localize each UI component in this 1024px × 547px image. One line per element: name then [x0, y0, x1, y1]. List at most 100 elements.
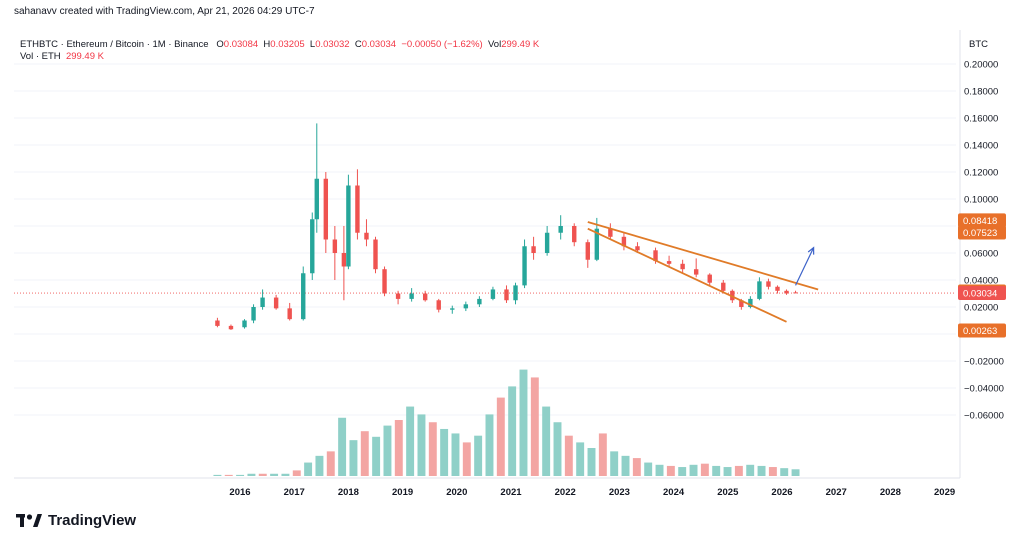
candle-body: [228, 325, 234, 330]
volume-bar: [689, 464, 698, 476]
grid-lines: [14, 30, 961, 479]
candle-body: [513, 285, 518, 301]
ohlc-legend: ETHBTC · Ethereum / Bitcoin · 1M · Binan…: [20, 39, 539, 50]
candle-body: [422, 293, 428, 301]
volume-bar: [281, 473, 290, 476]
volume-bar: [258, 473, 267, 476]
volume-bar: [678, 467, 687, 476]
candle-body: [490, 289, 496, 299]
price-badge-label: 0.08418: [963, 216, 997, 227]
candle-body: [721, 282, 726, 291]
price-tick-label: 0.12000: [964, 168, 998, 179]
candle-body: [504, 289, 509, 301]
volume-bar: [757, 465, 766, 476]
candle-body: [693, 269, 699, 275]
volume-bar: [508, 386, 517, 476]
price-badge-label: 0.07523: [963, 228, 997, 239]
volume-bar: [746, 464, 755, 476]
open-value: 0.03084: [223, 39, 259, 50]
time-tick-label: 2018: [338, 487, 359, 498]
price-tick-label: 0.02000: [964, 303, 998, 314]
candle-body: [436, 300, 441, 310]
candle-body: [766, 281, 771, 287]
price-axis[interactable]: 0.20000 0.18000 0.16000 0.14000 0.12000 0.100…: [964, 60, 1004, 422]
candle-body: [450, 308, 455, 310]
candle-body: [572, 226, 577, 243]
candle-body: [522, 246, 527, 286]
tradingview-brand[interactable]: TradingView: [16, 512, 136, 529]
volume-bar: [632, 458, 641, 476]
candle-body: [775, 286, 780, 291]
volume-bar: [349, 440, 358, 476]
candle-body: [409, 293, 414, 299]
volume-bar: [610, 451, 619, 476]
candle-body: [784, 290, 789, 294]
candle-body: [757, 281, 762, 299]
volume-bar: [734, 465, 743, 476]
time-tick-label: 2020: [446, 487, 467, 498]
volume-bar: [791, 469, 800, 476]
volume-bar: [224, 474, 233, 476]
candle-body: [544, 232, 550, 253]
candle-body: [621, 236, 627, 247]
price-badge: [958, 323, 1006, 338]
volume-legend[interactable]: Vol · ETH 299.49 K: [20, 51, 104, 62]
price-tick-label: 0.06000: [964, 249, 998, 260]
candle-body: [314, 178, 319, 220]
volume-bar: [270, 473, 279, 476]
candle-body: [310, 219, 315, 274]
candle-body: [739, 300, 744, 307]
candle-body: [273, 297, 279, 309]
volume-bar: [564, 435, 573, 476]
currency-label: BTC: [969, 39, 988, 50]
volume-bar: [723, 467, 732, 476]
candle-body: [287, 308, 292, 320]
candle-body: [707, 274, 712, 283]
volume-bar: [338, 417, 347, 476]
candle-body: [215, 320, 220, 326]
time-axis[interactable]: 2016 2017 2018 2019 2020 2021 2022 2023 2024 2025…: [229, 487, 955, 498]
candle-body: [395, 293, 401, 299]
volume-bar: [542, 406, 551, 476]
volume-bar: [712, 465, 721, 476]
price-badge: [958, 213, 1006, 228]
volume-bar: [462, 442, 471, 476]
candle-body: [531, 246, 536, 253]
vol-eth-value: 299.49 K: [65, 51, 104, 62]
candle-body: [680, 263, 685, 270]
price-tick-label: −0.04000: [964, 384, 1004, 395]
open-label: O: [216, 39, 224, 50]
candle-body: [382, 269, 387, 294]
volume-bar: [326, 451, 335, 476]
volume-bar: [372, 436, 381, 476]
candle-body: [477, 298, 482, 305]
time-tick-label: 2017: [284, 487, 305, 498]
price-tick-label: −0.02000: [964, 357, 1004, 368]
price-badge: [958, 225, 1006, 240]
vol-label: Vol: [487, 39, 502, 50]
volume-bar: [383, 425, 392, 476]
breakout-arrow: [795, 247, 815, 286]
vol-value: 299.49 K: [501, 39, 540, 50]
time-tick-label: 2026: [771, 487, 792, 498]
close-value: 0.03034: [361, 39, 397, 50]
candle-body: [346, 185, 351, 267]
volume-bar: [530, 377, 539, 476]
symbol-label[interactable]: ETHBTC · Ethereum / Bitcoin · 1M · Binan…: [20, 39, 209, 50]
candle-body: [748, 298, 753, 307]
candle-body: [653, 250, 658, 262]
volume-bar: [247, 473, 256, 476]
candle-body: [463, 304, 469, 309]
candle-body: [364, 232, 369, 240]
price-tick-label: 0.04000: [964, 276, 998, 287]
price-chart[interactable]: 2016 2017 2018 2019 2020 2021 2022 2023 2024 2025…: [0, 0, 1024, 510]
time-tick-label: 2019: [392, 487, 413, 498]
time-tick-label: 2021: [500, 487, 522, 498]
vol-eth-label: Vol · ETH: [20, 51, 61, 62]
candle-body: [793, 292, 798, 294]
chart-credit: sahanavv created with TradingView.com, A…: [14, 6, 315, 17]
volume-bar: [655, 464, 664, 476]
volume-bar: [644, 462, 653, 476]
volume-bar: [496, 397, 505, 476]
volume-bar: [666, 465, 675, 476]
